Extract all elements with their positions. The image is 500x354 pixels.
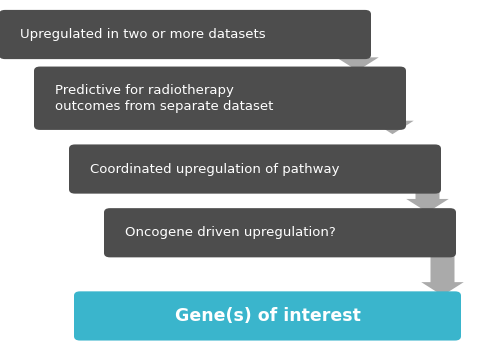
Text: Gene(s) of interest: Gene(s) of interest xyxy=(174,307,360,325)
Polygon shape xyxy=(406,189,449,212)
FancyBboxPatch shape xyxy=(74,291,461,341)
FancyBboxPatch shape xyxy=(104,208,456,257)
Polygon shape xyxy=(336,55,379,71)
Text: Coordinated upregulation of pathway: Coordinated upregulation of pathway xyxy=(90,162,340,176)
FancyBboxPatch shape xyxy=(69,144,441,194)
Polygon shape xyxy=(371,121,414,134)
Text: Upregulated in two or more datasets: Upregulated in two or more datasets xyxy=(20,28,266,41)
FancyBboxPatch shape xyxy=(34,67,406,130)
Text: Oncogene driven upregulation?: Oncogene driven upregulation? xyxy=(125,226,336,239)
Text: Predictive for radiotherapy
outcomes from separate dataset: Predictive for radiotherapy outcomes fro… xyxy=(55,84,274,113)
FancyBboxPatch shape xyxy=(0,10,371,59)
Polygon shape xyxy=(421,253,464,296)
